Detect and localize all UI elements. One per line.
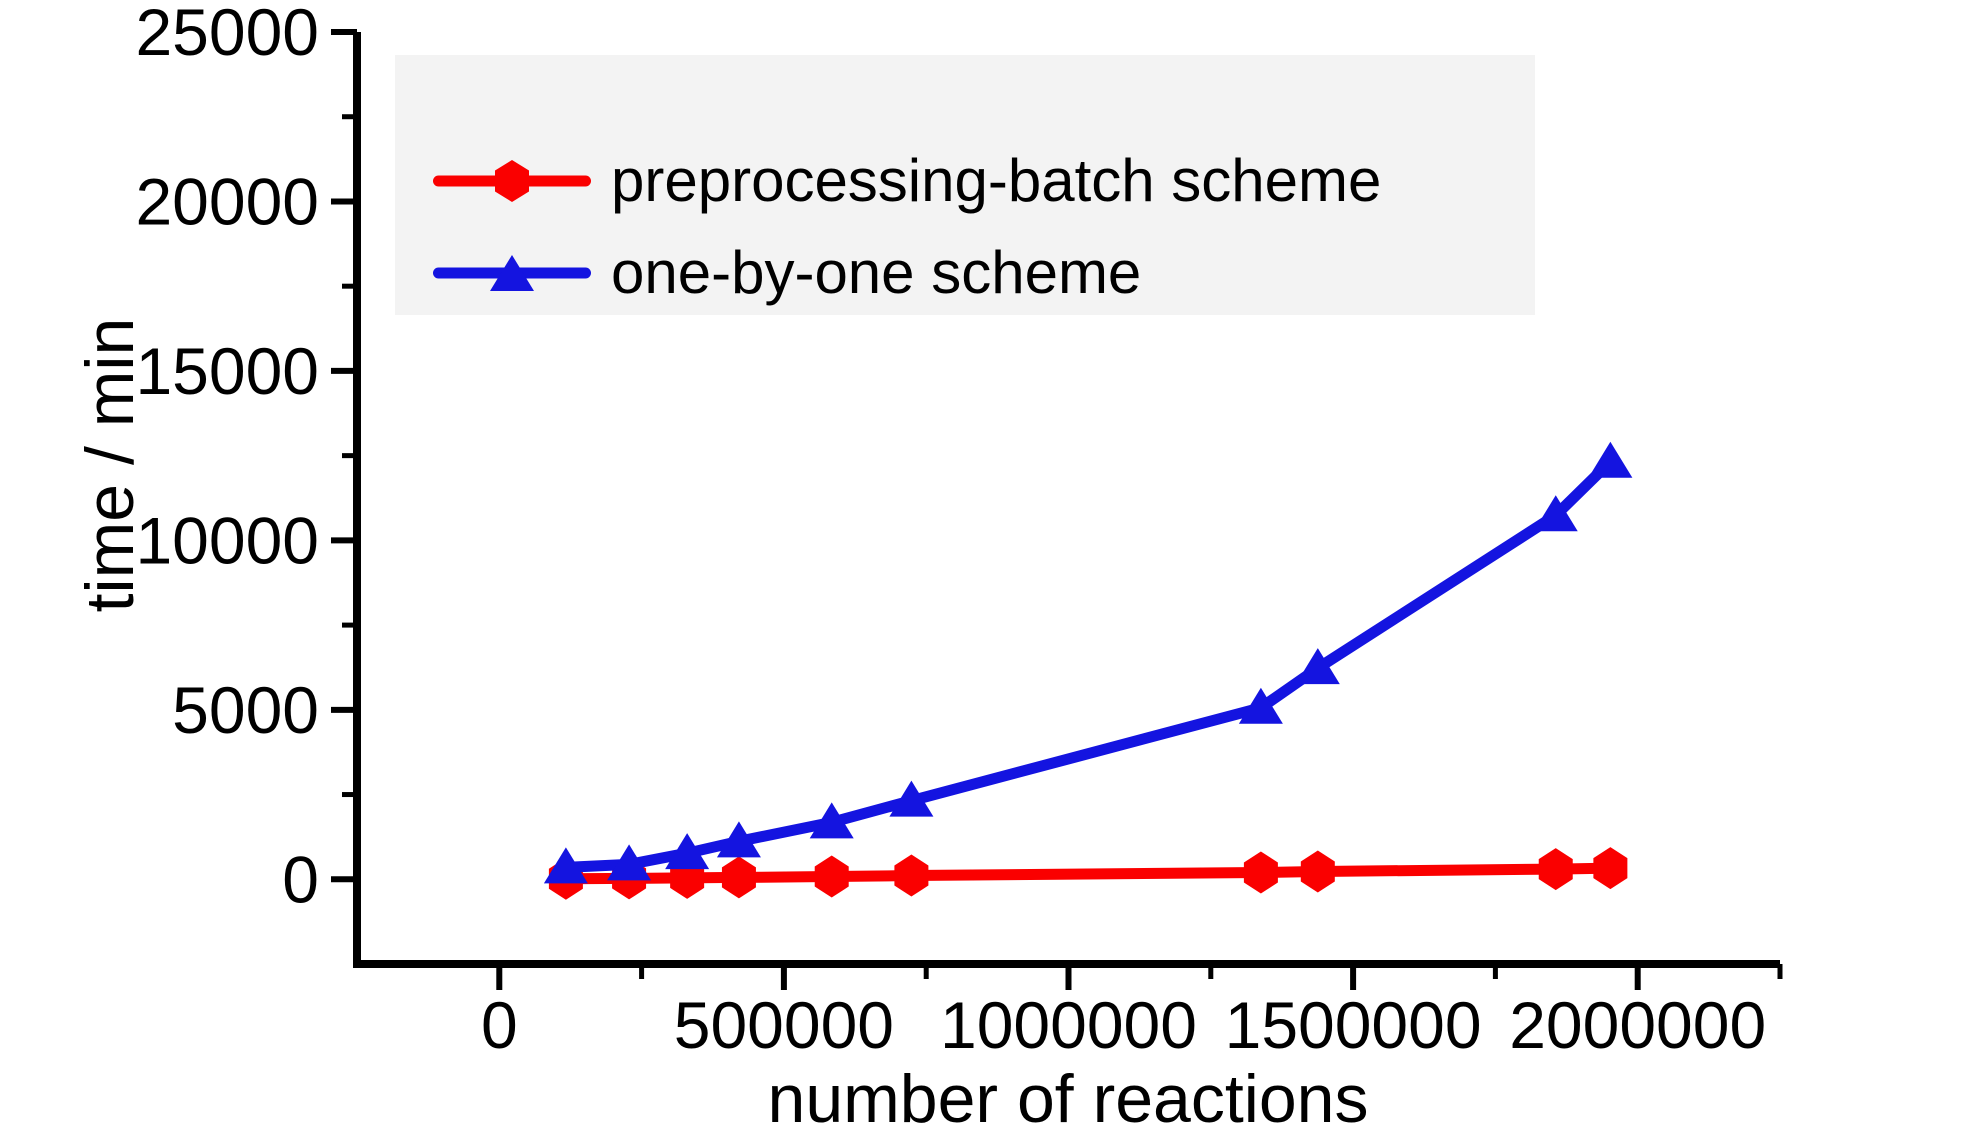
hexagon-data-marker: [814, 855, 849, 898]
triangle-data-marker: [1238, 687, 1283, 724]
hexagon-data-marker: [721, 856, 756, 899]
series-line: [560, 862, 1616, 885]
triangle-data-marker: [716, 821, 761, 858]
x-tick-label: 0: [481, 988, 518, 1062]
legend-item-preprocessing-batch: preprocessing-batch scheme: [433, 151, 1381, 211]
series-hexagon: [548, 847, 1628, 900]
legend-label: one-by-one scheme: [611, 239, 1142, 306]
triangle-data-marker: [1295, 648, 1340, 685]
y-tick-label: 25000: [135, 0, 319, 69]
y-tick-label: 0: [282, 842, 319, 916]
legend-swatch: [433, 160, 591, 202]
x-tick-label: 1500000: [1225, 988, 1482, 1062]
triangle-data-marker: [809, 802, 854, 839]
x-tick-label: 500000: [674, 988, 894, 1062]
series-triangle: [543, 441, 1633, 884]
hexagon-data-marker: [1243, 851, 1278, 894]
triangle-data-marker: [665, 833, 710, 870]
hexagon-data-marker: [1300, 850, 1335, 893]
legend-label: preprocessing-batch scheme: [611, 147, 1382, 214]
x-tick-label: 2000000: [1509, 988, 1766, 1062]
y-tick-label: 20000: [135, 164, 319, 238]
legend-swatch: [433, 252, 591, 294]
triangle-data-marker: [889, 780, 934, 817]
triangle-data-marker: [607, 844, 652, 881]
hexagon-data-marker: [1593, 847, 1628, 890]
x-axis-title: number of reactions: [767, 1061, 1369, 1134]
hexagon-data-marker: [894, 854, 929, 897]
legend: preprocessing-batch scheme one-by-one sc…: [395, 55, 1535, 315]
y-tick-label: 5000: [172, 673, 319, 747]
x-tick-label: 1000000: [940, 988, 1197, 1062]
hexagon-data-marker: [1538, 848, 1573, 891]
y-axis-title: time / min: [72, 317, 148, 613]
triangle-data-marker: [543, 847, 588, 884]
y-tick-label: 15000: [135, 334, 319, 408]
hexagon-marker-icon: [495, 160, 529, 202]
triangle-data-marker: [1588, 441, 1633, 478]
series-line: [560, 456, 1616, 873]
y-tick-label: 10000: [135, 503, 319, 577]
legend-item-one-by-one: one-by-one scheme: [433, 243, 1141, 303]
axes: 0 500000 1000000 1500000 2000000 0 5000 10000 15…: [135, 0, 1783, 1062]
triangle-data-marker: [1533, 495, 1578, 532]
